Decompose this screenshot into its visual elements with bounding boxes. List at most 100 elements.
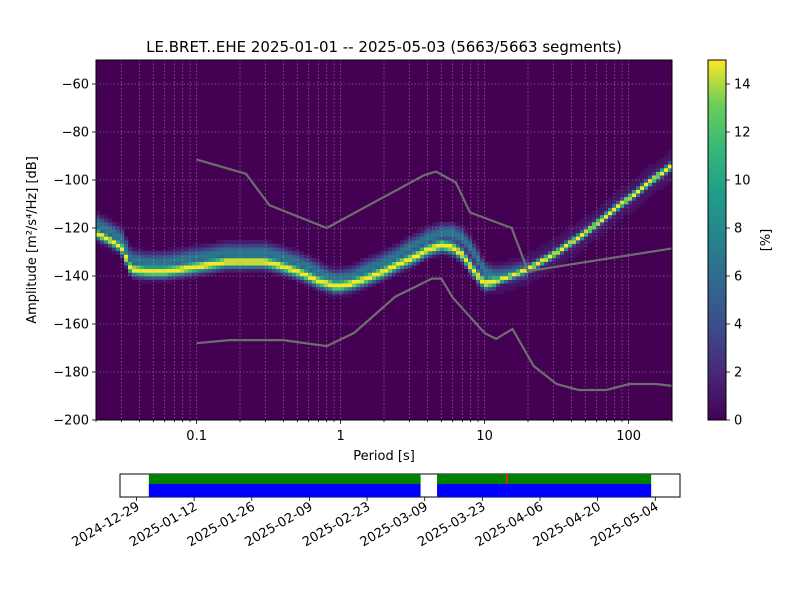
heatmap-cell: [396, 250, 401, 255]
heatmap-cell: [336, 268, 341, 273]
heatmap-cell: [212, 258, 217, 262]
heatmap-cell: [128, 247, 133, 252]
heatmap-cell: [660, 178, 665, 183]
heatmap-cell: [180, 250, 185, 255]
y-axis-label: Amplitude [m²/s⁴/Hz] [dB]: [25, 156, 40, 324]
heatmap-cell: [180, 254, 185, 259]
heatmap-cell: [224, 247, 229, 252]
heatmap-cell: [276, 247, 281, 252]
heatmap-cell: [232, 265, 237, 270]
heatmap-cell: [508, 258, 513, 262]
heatmap-cell: [496, 283, 501, 288]
heatmap-cell: [148, 268, 153, 273]
heatmap-cell: [404, 240, 409, 244]
heatmap-cell: [328, 268, 333, 273]
heatmap-cell: [300, 272, 305, 277]
y-tick-label: −60: [62, 78, 89, 93]
heatmap-cell: [592, 218, 597, 223]
heatmap-cell: [320, 290, 325, 295]
heatmap-cell: [484, 283, 489, 288]
heatmap-cell: [600, 204, 605, 208]
heatmap-cell: [100, 225, 105, 230]
heatmap-cell: [488, 265, 493, 270]
heatmap-cell: [496, 272, 501, 277]
heatmap-cell: [412, 258, 417, 262]
heatmap-cell: [304, 279, 309, 284]
heatmap-cell: [636, 186, 641, 190]
heatmap-cell: [336, 279, 341, 284]
heatmap-cell: [384, 265, 389, 270]
heatmap-cell: [136, 258, 141, 262]
heatmap-cell: [152, 258, 157, 262]
heatmap-cell: [416, 232, 421, 237]
heatmap-cell: [176, 254, 181, 259]
heatmap-cell: [412, 254, 417, 259]
heatmap-cell: [472, 261, 477, 266]
heatmap-cell: [372, 279, 377, 284]
heatmap-cell: [200, 272, 205, 277]
heatmap-cell: [600, 211, 605, 216]
heatmap-cell: [168, 261, 173, 266]
heatmap-cell: [368, 261, 373, 266]
heatmap-cell: [356, 286, 361, 291]
heatmap-cell: [156, 265, 161, 270]
heatmap-cell: [612, 207, 617, 212]
heatmap-cell: [444, 243, 449, 248]
heatmap-cell: [500, 272, 505, 277]
heatmap-cell: [192, 276, 197, 280]
heatmap-cell: [544, 265, 549, 270]
heatmap-cell: [136, 268, 141, 273]
heatmap-cell: [160, 276, 165, 280]
heatmap-cell: [652, 168, 657, 172]
heatmap-cell: [108, 240, 113, 244]
heatmap-cell: [584, 240, 589, 244]
heatmap-cell: [236, 243, 241, 248]
heatmap-cell: [120, 247, 125, 252]
heatmap-cell: [400, 261, 405, 266]
y-axis-ticks: −200 −180 −160 −140 −120 −100 −80 −60: [53, 78, 96, 429]
heatmap-cell: [104, 232, 109, 237]
heatmap-cell: [168, 276, 173, 280]
heatmap-cell: [104, 240, 109, 244]
heatmap-cell: [416, 229, 421, 234]
heatmap-cell: [292, 265, 297, 270]
heatmap-cell: [468, 250, 473, 255]
heatmap-cell: [548, 250, 553, 255]
heatmap-cell: [660, 160, 665, 165]
heatmap-cell: [140, 254, 145, 259]
heatmap-cell: [104, 229, 109, 234]
heatmap-cell: [536, 250, 541, 255]
heatmap-cell: [268, 268, 273, 273]
heatmap-cell: [592, 232, 597, 237]
heatmap-cell: [112, 240, 117, 244]
heatmap-cell: [392, 272, 397, 277]
heatmap-cell: [152, 279, 157, 284]
heatmap-cell: [284, 261, 289, 266]
heatmap-cell: [192, 265, 197, 270]
heatmap-cell: [180, 258, 185, 262]
heatmap-cell: [448, 222, 453, 226]
heatmap-cell: [344, 265, 349, 270]
heatmap-cell: [508, 283, 513, 288]
heatmap-cell: [500, 283, 505, 288]
heatmap-cell: [208, 268, 213, 273]
heatmap-cell: [544, 268, 549, 273]
heatmap-cell: [360, 268, 365, 273]
heatmap-cell: [656, 164, 661, 169]
heatmap-cell: [388, 276, 393, 280]
heatmap-cell: [388, 247, 393, 252]
heatmap-cell: [100, 240, 105, 244]
heatmap-cell: [460, 225, 465, 230]
heatmap-cell: [536, 247, 541, 252]
heatmap-cell: [436, 225, 441, 230]
heatmap-cell: [120, 254, 125, 259]
heatmap-cell: [176, 268, 181, 273]
heatmap-cell: [412, 247, 417, 252]
heatmap-cell: [608, 196, 613, 201]
heatmap-cell: [364, 272, 369, 277]
heatmap-cell: [288, 254, 293, 259]
heatmap-cell: [632, 178, 637, 183]
heatmap-cell: [400, 265, 405, 270]
heatmap-cell: [296, 265, 301, 270]
